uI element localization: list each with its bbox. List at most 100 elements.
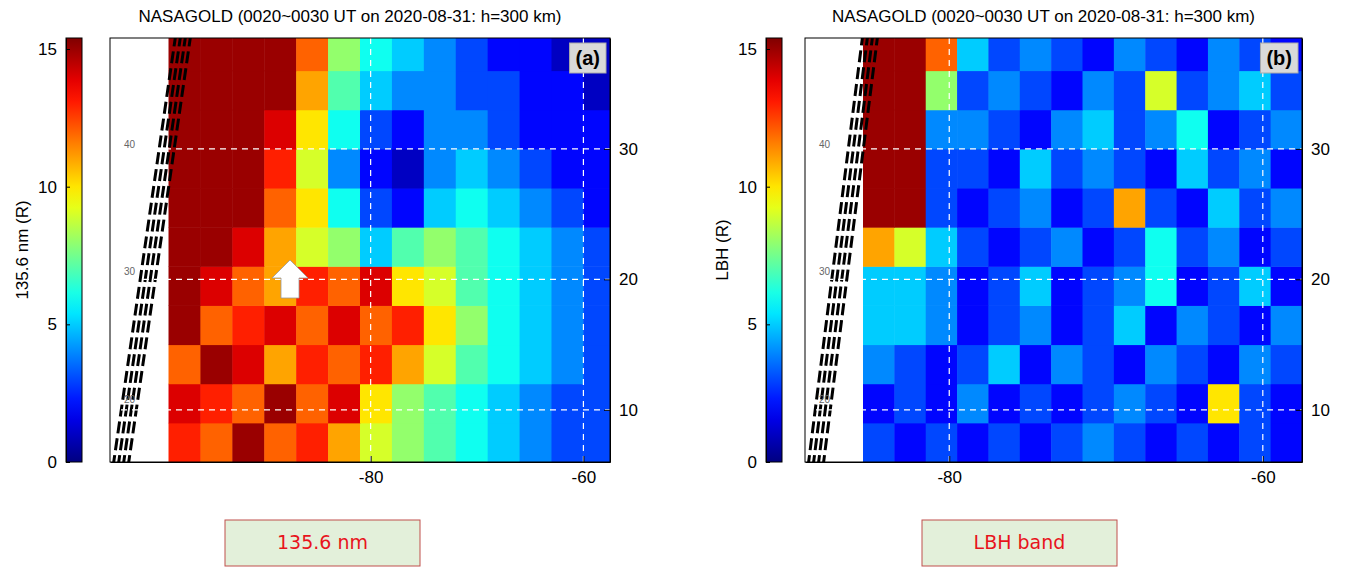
colorbar-label: LBH (R) (713, 219, 732, 280)
axis-line (1302, 39, 1303, 463)
cells (169, 38, 610, 462)
cell (1208, 266, 1240, 306)
tick-label: 0 (748, 453, 757, 472)
panel-letter-group: (a) (570, 43, 606, 73)
cell (957, 227, 989, 267)
cell (926, 71, 958, 111)
cell (296, 71, 328, 111)
cell (424, 384, 456, 424)
cell (200, 423, 232, 462)
cell (456, 423, 488, 462)
cell (551, 227, 583, 267)
tick: 10 (38, 178, 70, 197)
cell (894, 149, 926, 189)
cell (520, 149, 552, 189)
cell (1145, 110, 1177, 150)
cell (1271, 266, 1302, 306)
cell (328, 305, 360, 345)
cell (1177, 110, 1209, 150)
cell (926, 305, 958, 345)
panel: 403020-80-60102030051015135.6 nm (R)NASA… (13, 7, 637, 566)
cell (232, 110, 264, 150)
axis-line (66, 39, 67, 463)
plot-background (805, 38, 1302, 462)
caption-box (922, 520, 1117, 566)
cell (456, 149, 488, 189)
cell (424, 38, 456, 71)
cell (232, 423, 264, 462)
cell (1083, 305, 1115, 345)
cell (264, 71, 296, 111)
cell (1051, 149, 1083, 189)
cell (551, 345, 583, 385)
tick-mark (66, 187, 70, 188)
cell (988, 38, 1020, 71)
cell (1083, 345, 1115, 385)
cell (520, 423, 552, 462)
cell (232, 188, 264, 228)
cell (456, 384, 488, 424)
cell (328, 71, 360, 111)
tick-label: -60 (572, 468, 597, 487)
tick-mark (766, 462, 770, 463)
colorbar (66, 38, 82, 462)
cell (1020, 266, 1052, 306)
cell (200, 227, 232, 267)
cell (863, 384, 895, 424)
cell (424, 305, 456, 345)
cell (1020, 38, 1052, 71)
cell (551, 71, 583, 111)
tick-label: 5 (748, 315, 757, 334)
cell (1083, 188, 1115, 228)
cell (957, 38, 989, 71)
cell (583, 188, 610, 228)
grid-line (949, 38, 950, 462)
cell (169, 227, 201, 267)
tick: 30 (604, 140, 638, 159)
cell (264, 305, 296, 345)
cell (894, 423, 926, 462)
cell (392, 266, 424, 306)
cell (520, 227, 552, 267)
cell (894, 266, 926, 306)
cell (1051, 188, 1083, 228)
cell (1083, 71, 1115, 111)
dashed-boundary (118, 38, 181, 462)
cell (392, 423, 424, 462)
cell (360, 266, 392, 306)
cell (863, 110, 895, 150)
cell (583, 423, 610, 462)
cell (894, 384, 926, 424)
cell (424, 71, 456, 111)
cell (392, 227, 424, 267)
title: NASAGOLD (0020~0030 UT on 2020-08-31: h=… (138, 7, 561, 26)
cell (863, 188, 895, 228)
cell (863, 266, 895, 306)
cell (957, 305, 989, 345)
tick: 10 (604, 401, 638, 420)
plot-area (805, 38, 1302, 462)
cell (200, 71, 232, 111)
cell (1177, 38, 1209, 71)
tick: -60 (1251, 456, 1276, 487)
cell (551, 384, 583, 424)
cell (583, 345, 610, 385)
cell (328, 345, 360, 385)
cell (1208, 149, 1240, 189)
cell (1020, 188, 1052, 228)
cell (957, 71, 989, 111)
tick: 5 (748, 315, 770, 334)
dashed-boundary (818, 38, 873, 462)
cell (200, 266, 232, 306)
grid-line (110, 409, 610, 410)
cell (360, 384, 392, 424)
caption-box (225, 520, 420, 566)
cell (1020, 384, 1052, 424)
cell (957, 266, 989, 306)
tick-label: 0 (48, 453, 57, 472)
cell (1239, 149, 1271, 189)
cell (200, 38, 232, 71)
cell (1051, 423, 1083, 462)
cell (1114, 38, 1146, 71)
tick-label: 10 (1311, 401, 1330, 420)
